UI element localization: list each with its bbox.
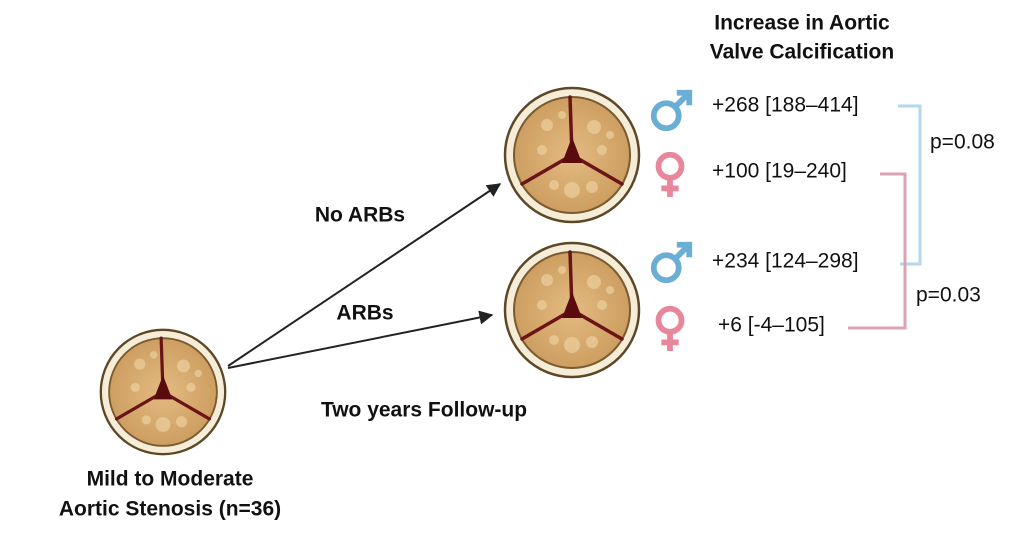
male-icon (654, 245, 690, 281)
result: +100 [19–240] (712, 160, 847, 183)
valve-baseline (99, 328, 227, 456)
baseline-label: Aortic Stenosis (n=36) (59, 498, 281, 521)
male-icon (654, 93, 690, 129)
arm-label: No ARBs (315, 204, 405, 227)
valve-arbs (503, 241, 641, 379)
valve-no-arbs (503, 86, 641, 224)
p-value: p=0.08 (930, 131, 995, 154)
female-icon (658, 309, 681, 351)
bracket-female (848, 172, 907, 330)
result: +234 [124–298] (712, 250, 859, 273)
bracket-male (898, 104, 922, 266)
result: +268 [188–414] (712, 94, 859, 117)
header: Increase in Aortic (714, 12, 890, 35)
follow-up-label: Two years Follow-up (321, 399, 527, 422)
header: Valve Calcification (710, 41, 894, 64)
baseline-label: Mild to Moderate (87, 468, 254, 491)
arrow (227, 310, 494, 369)
arm-label: ARBs (336, 302, 393, 325)
result: +6 [-4–105] (718, 314, 825, 337)
p-value: p=0.03 (916, 284, 981, 307)
female-icon (658, 155, 681, 197)
arrow (227, 183, 502, 367)
